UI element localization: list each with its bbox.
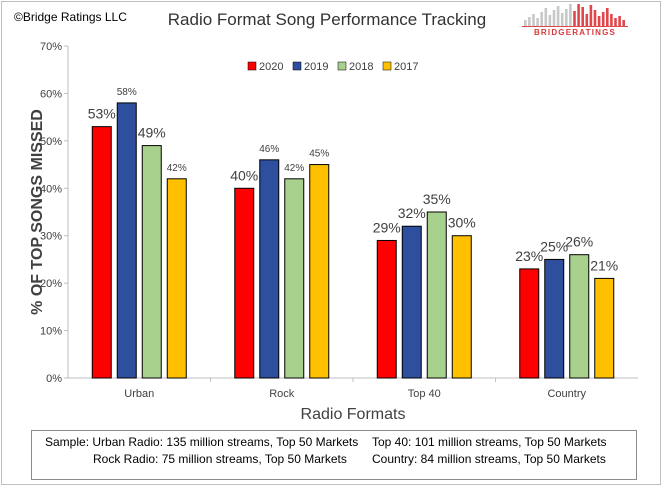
- logo-bar: [528, 17, 531, 26]
- data-label: 40%: [230, 167, 258, 183]
- y-tick-label: 10%: [40, 326, 62, 338]
- footnote-top40: Top 40: 101 million streams, Top 50 Mark…: [372, 435, 607, 449]
- logo-bar: [540, 12, 543, 26]
- chart-title: Radio Format Song Performance Tracking: [167, 10, 487, 29]
- x-tick-label: Urban: [124, 388, 154, 400]
- bar: [309, 164, 330, 379]
- x-axis-title: Radio Formats: [301, 406, 406, 423]
- footnote-rock: Rock Radio: 75 million streams, Top 50 M…: [93, 452, 347, 466]
- footnote-urban: Sample: Urban Radio: 135 million streams…: [45, 435, 359, 449]
- x-tick-label: Top 40: [408, 388, 441, 400]
- bar: [116, 102, 137, 379]
- data-label: 21%: [590, 257, 618, 273]
- logo-bar: [532, 14, 535, 26]
- legend-swatch: [382, 61, 392, 71]
- y-tick-label: 40%: [40, 183, 62, 195]
- logo-bar: [569, 4, 572, 26]
- y-tick-label: 20%: [40, 278, 62, 290]
- bar: [141, 145, 162, 379]
- bar: [519, 268, 540, 379]
- data-label: 30%: [448, 215, 476, 231]
- logo-bar: [556, 6, 560, 26]
- logo-bar: [593, 10, 597, 26]
- logo-bar: [606, 8, 609, 26]
- legend-label: 2018: [349, 61, 373, 73]
- logo-bar: [597, 16, 601, 26]
- legend-label: 2017: [394, 61, 418, 73]
- footnote-country: Country: 84 million streams, Top 50 Mark…: [372, 452, 606, 466]
- bar: [91, 126, 112, 379]
- bar: [259, 159, 280, 379]
- bar: [569, 254, 590, 379]
- data-label: 25%: [540, 238, 568, 254]
- data-label: 46%: [259, 144, 279, 155]
- data-label: 45%: [309, 149, 329, 160]
- y-tick-label: 0%: [46, 373, 62, 385]
- data-label: 32%: [398, 205, 426, 221]
- logo-bar: [524, 20, 527, 26]
- data-label: 49%: [138, 125, 166, 141]
- data-label: 23%: [515, 248, 543, 264]
- bar: [284, 178, 305, 379]
- bar: [234, 187, 255, 379]
- logo-bar: [618, 16, 621, 26]
- y-tick-label: 30%: [40, 231, 62, 243]
- svg-text:BRIDGERATINGS: BRIDGERATINGS: [534, 28, 616, 37]
- logo-bar: [573, 11, 576, 26]
- legend-label: 2020: [259, 61, 283, 73]
- bar: [544, 258, 565, 379]
- bar: [401, 225, 422, 379]
- y-tick-label: 60%: [40, 88, 62, 100]
- sample-footnote: Sample: Urban Radio: 135 million streams…: [31, 430, 637, 480]
- bar: [594, 277, 615, 379]
- bridge-ratings-logo: BRIDGERATINGS: [522, 4, 628, 37]
- logo-bar: [610, 14, 613, 26]
- legend-swatch: [292, 61, 302, 71]
- logo-bar: [552, 10, 556, 26]
- data-label: 29%: [373, 219, 401, 235]
- copyright-text: ©Bridge Ratings LLC: [14, 10, 127, 24]
- logo-bar: [614, 18, 617, 26]
- logo-bar: [622, 20, 625, 26]
- data-label: 35%: [423, 191, 451, 207]
- data-label: 26%: [565, 234, 593, 250]
- logo-bar: [565, 9, 568, 26]
- logo-bar: [581, 7, 584, 26]
- logo-bar: [585, 14, 589, 26]
- data-label: 53%: [88, 106, 116, 122]
- bar: [376, 239, 397, 379]
- bar: [451, 235, 472, 379]
- legend-label: 2019: [304, 61, 328, 73]
- legend-swatch: [337, 61, 347, 71]
- logo-bar: [536, 18, 539, 26]
- bar: [426, 211, 447, 379]
- y-axis-title: % OF TOP SONGS MISSED: [29, 109, 46, 315]
- logo-bar: [544, 8, 548, 26]
- data-label: 42%: [284, 163, 304, 174]
- x-tick-label: Rock: [269, 388, 295, 400]
- data-label: 42%: [167, 163, 187, 174]
- logo-bar: [577, 4, 580, 26]
- bar: [166, 178, 187, 379]
- y-tick-label: 70%: [40, 41, 62, 53]
- legend-swatch: [247, 61, 257, 71]
- y-tick-label: 50%: [40, 136, 62, 148]
- logo-bar: [560, 13, 564, 26]
- x-tick-label: Country: [547, 388, 586, 400]
- logo-bar: [548, 15, 552, 26]
- logo-bar: [589, 5, 593, 26]
- logo-bar: [601, 12, 605, 26]
- data-label: 58%: [117, 87, 137, 98]
